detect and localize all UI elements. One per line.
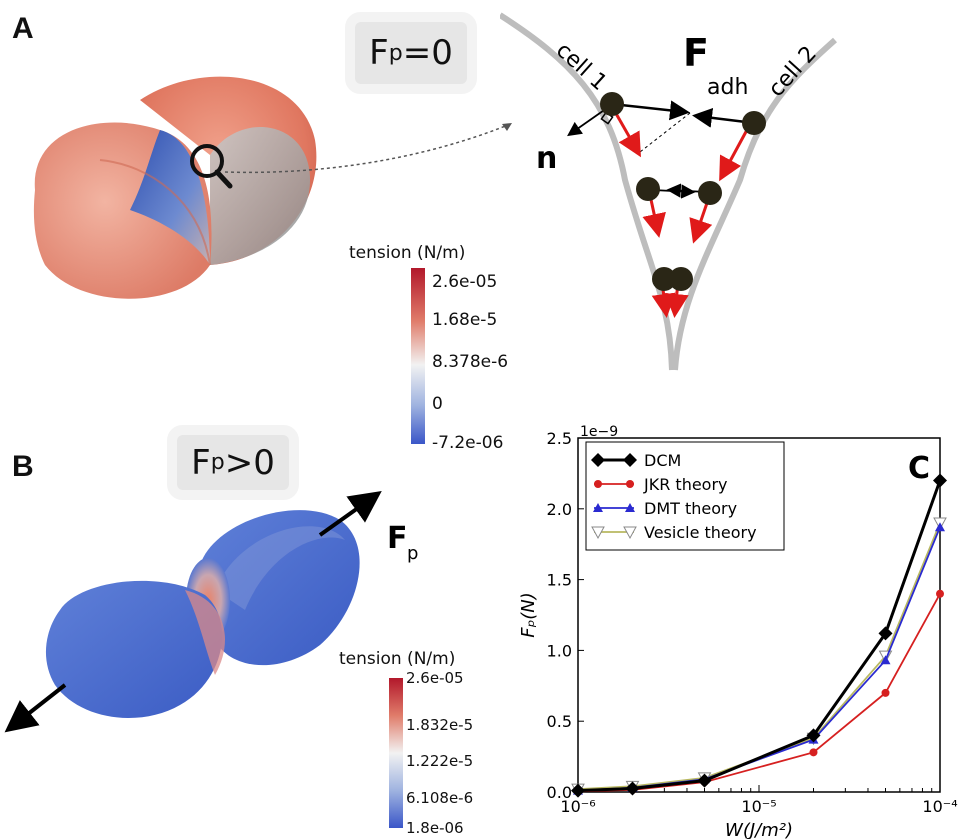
- panel-b-cell-render: F p: [4, 491, 418, 733]
- legend-label: DCM: [644, 451, 681, 470]
- legend-marker: [625, 503, 635, 512]
- fadh-label: F: [683, 31, 709, 75]
- data-point-dmt-theory: [880, 655, 891, 665]
- colorbar-b-tick: 1.8e-06: [406, 819, 464, 837]
- adhesion-schematic: cell 1 cell 2 F adh n: [500, 12, 837, 371]
- condition-sub: p: [388, 40, 403, 66]
- series-line-dcm: [577, 479, 942, 793]
- panel-c-letter: C: [908, 451, 930, 486]
- condition-rest: >0: [224, 442, 275, 483]
- data-point-dmt-theory: [935, 522, 945, 532]
- x-tick-label: 10⁻⁶: [560, 797, 595, 816]
- data-point-jkr-theory: [809, 748, 818, 757]
- data-point-dcm: [806, 728, 821, 743]
- y-tick-label: 2.0: [547, 500, 572, 519]
- data-point-jkr-theory: [936, 589, 944, 598]
- fp-force-label: F: [387, 521, 408, 556]
- data-point-dcm: [571, 783, 585, 798]
- legend-marker: [594, 480, 602, 488]
- y-tick-label: 2.5: [547, 429, 572, 448]
- panel-a-letter: A: [12, 12, 34, 45]
- colorbar-b-tick: 1.222e-5: [406, 752, 474, 770]
- data-point-dcm: [625, 781, 640, 796]
- magnifier-icon: [190, 144, 224, 178]
- condition-rest: =0: [402, 33, 453, 73]
- colorbar-a-tick: 1.68e-5: [432, 310, 498, 330]
- legend-marker: [591, 453, 605, 467]
- data-point-dcm: [933, 473, 947, 488]
- legend-marker: [593, 503, 603, 512]
- fadh-sub: adh: [707, 75, 748, 100]
- legend-marker: [591, 526, 605, 540]
- y-tick-label: 0.5: [547, 712, 572, 731]
- legend-marker: [626, 480, 634, 488]
- legend-marker: [623, 453, 637, 467]
- condition-f: F: [369, 33, 389, 73]
- panel-c-chart: 0.0 0.5 1.0 1.5 2.0 2.5 1e−9 10⁻⁶ 10⁻⁵ 10⁻⁴ W(J/m²…: [518, 424, 958, 839]
- y-tick-label: 1.0: [547, 641, 572, 660]
- x-tick-label: 10⁻⁵: [741, 797, 776, 816]
- colorbar-a-tick: 2.6e-05: [432, 272, 498, 292]
- data-point-dcm: [878, 626, 893, 641]
- legend-label: JKR theory: [643, 475, 728, 494]
- panel-a-cell-render: [33, 76, 317, 299]
- data-point-jkr-theory: [881, 688, 890, 697]
- x-axis-label: W(J/m²): [725, 820, 793, 839]
- cell1-label: cell 1: [551, 38, 611, 96]
- colorbar-a-title: tension (N/m): [349, 243, 466, 263]
- y-tick-label: 0.0: [547, 783, 572, 802]
- y-axis-label: Fₚ(N): [518, 592, 539, 638]
- zoom-connector-arrow: [224, 123, 512, 174]
- y-multiplier: 1e−9: [580, 424, 618, 440]
- cell2-membrane: [672, 37, 837, 371]
- y-tick-label: 1.5: [547, 571, 572, 590]
- legend-label: Vesicle theory: [644, 523, 757, 542]
- colorbar-b-tick: 6.108e-6: [406, 789, 474, 807]
- data-point-dcm: [697, 773, 712, 788]
- colorbar-b-tick: 1.832e-5: [406, 716, 474, 734]
- panel-b-letter: B: [12, 450, 34, 483]
- fp-force-sub: p: [407, 543, 418, 564]
- normal-label: n: [536, 141, 557, 176]
- condition-sub: p: [210, 450, 225, 475]
- colorbar-a-tick: 0: [432, 394, 443, 414]
- legend-marker: [623, 526, 637, 540]
- x-tick-label: 10⁻⁴: [922, 797, 957, 816]
- colorbar-a-tick: -7.2e-06: [432, 433, 504, 453]
- colorbar-b-title: tension (N/m): [339, 649, 456, 669]
- cell2-label: cell 2: [764, 42, 822, 102]
- legend-label: DMT theory: [644, 499, 737, 518]
- colorbar-b-tick: 2.6e-05: [406, 669, 464, 687]
- colorbar-b: [389, 678, 403, 828]
- colorbar-a-tick: 8.378e-6: [432, 352, 509, 372]
- colorbar-a: [411, 268, 425, 444]
- condition-f: F: [191, 442, 211, 483]
